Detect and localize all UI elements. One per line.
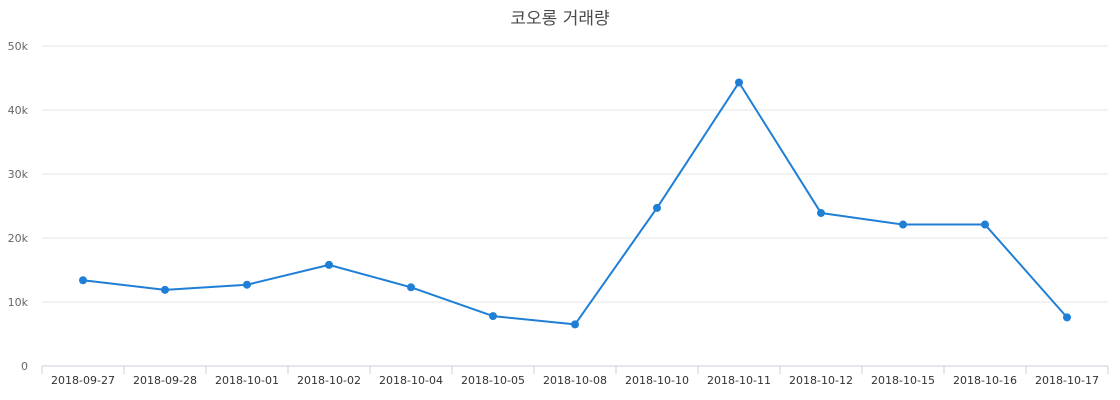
x-tick-label: 2018-09-28 [133,374,197,387]
x-tick-label: 2018-10-05 [461,374,525,387]
x-tick-label: 2018-10-17 [1035,374,1099,387]
y-tick-label: 0 [21,360,28,373]
y-tick-label: 30k [8,168,29,181]
data-point[interactable] [407,283,415,292]
x-tick-label: 2018-10-12 [789,374,853,387]
x-tick-label: 2018-10-01 [215,374,279,387]
x-tick-label: 2018-10-08 [543,374,607,387]
grid [42,45,1108,303]
x-tick-label: 2018-10-16 [953,374,1017,387]
y-tick-label: 50k [8,40,29,53]
x-tick-label: 2018-10-15 [871,374,935,387]
data-point[interactable] [325,260,333,269]
series [79,78,1071,329]
series-line [82,81,1068,326]
data-point[interactable] [899,220,907,229]
x-tick-label: 2018-10-04 [379,374,443,387]
x-tick-label: 2018-10-02 [297,374,361,387]
data-point[interactable] [1063,313,1071,322]
y-tick-label: 10k [8,296,29,309]
data-point[interactable] [653,203,661,212]
y-axis: 0 10k 20k 30k 40k 50k [8,40,29,373]
data-point[interactable] [79,276,87,285]
y-tick-label: 40k [8,104,29,117]
data-point[interactable] [243,280,251,289]
data-point[interactable] [489,312,497,321]
data-point[interactable] [817,209,825,218]
chart-title: 코오롱 거래량 [510,9,610,29]
data-point[interactable] [571,320,579,329]
y-tick-label: 20k [8,232,29,245]
x-tick-label: 2018-10-11 [707,374,771,387]
x-axis: 2018-09-27 2018-09-28 2018-10-01 2018-10-02… [41,365,1109,387]
x-tick-label: 2018-10-10 [625,374,689,387]
data-point[interactable] [981,220,989,229]
data-point[interactable] [161,285,169,294]
x-tick-label: 2018-09-27 [51,374,115,387]
data-point[interactable] [735,78,743,87]
